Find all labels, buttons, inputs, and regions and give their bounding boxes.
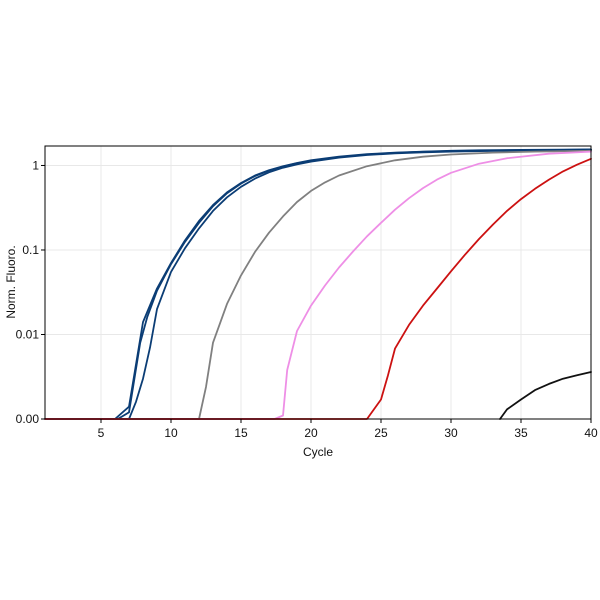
grid xyxy=(45,146,592,419)
x-tick-label: 20 xyxy=(304,426,318,440)
x-axis-ticks: 5 10 15 20 25 30 35 40 xyxy=(98,419,598,440)
x-tick-label: 15 xyxy=(234,426,248,440)
axes xyxy=(44,145,592,420)
y-axis-ticks: 0.00 0.01 0.1 1 xyxy=(16,158,45,426)
x-tick-label: 40 xyxy=(584,426,598,440)
x-tick-label: 35 xyxy=(514,426,528,440)
y-tick-label: 0.01 xyxy=(16,327,40,341)
x-tick-label: 10 xyxy=(164,426,178,440)
series-line-5 xyxy=(44,150,592,420)
y-axis-title: Norm. Fluoro. xyxy=(4,245,18,318)
y-tick-label: 1 xyxy=(32,158,39,172)
series-line-2 xyxy=(44,148,592,420)
series-line-6 xyxy=(44,157,592,420)
series-line-4 xyxy=(44,149,592,420)
series-line-3 xyxy=(44,149,592,420)
x-tick-label: 5 xyxy=(98,426,105,440)
y-tick-label: 0.00 xyxy=(16,412,40,426)
series-line-1 xyxy=(44,148,592,420)
x-tick-label: 30 xyxy=(444,426,458,440)
series-line-7 xyxy=(499,371,592,420)
series-group xyxy=(44,148,592,420)
plot-frame xyxy=(44,145,592,420)
y-tick-label: 0.1 xyxy=(22,243,39,257)
x-axis-title: Cycle xyxy=(303,445,333,459)
x-tick-label: 25 xyxy=(374,426,388,440)
